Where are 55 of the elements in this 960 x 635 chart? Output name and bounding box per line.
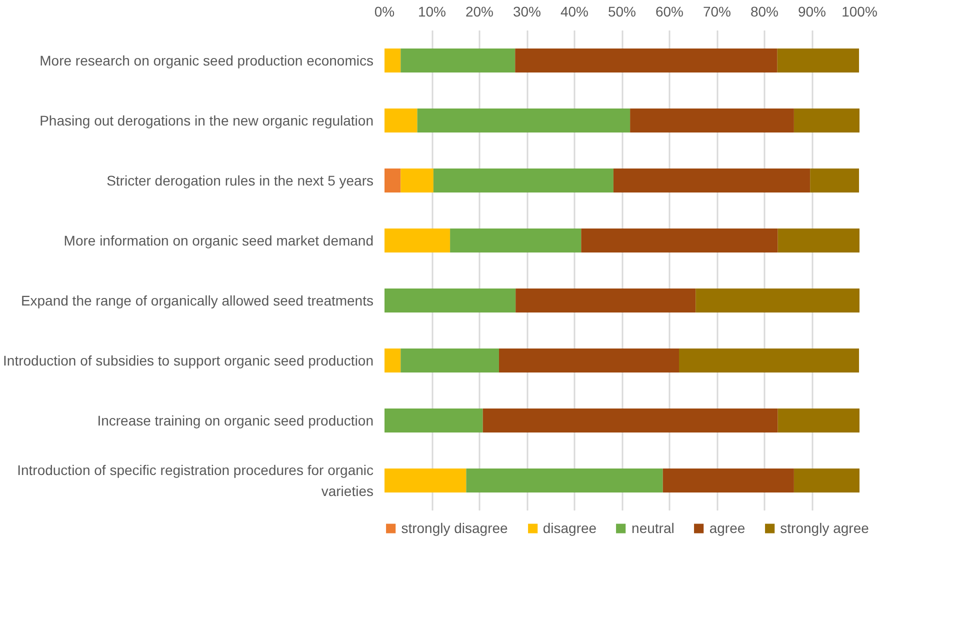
bar xyxy=(466,468,663,492)
legend-label: strongly disagree xyxy=(401,520,508,536)
bar xyxy=(400,48,516,72)
bar xyxy=(450,228,582,252)
y-tick-label: Increase training on organic seed production xyxy=(97,412,374,428)
y-tick-label: Stricter derogation rules in the next 5 years xyxy=(106,172,374,188)
x-tick-label: 70% xyxy=(702,4,732,20)
bar xyxy=(777,48,860,72)
bar xyxy=(384,228,450,252)
legend-label: disagree xyxy=(542,520,597,536)
x-tick-label: 30% xyxy=(512,4,542,20)
bar xyxy=(515,48,778,72)
y-tick-label: More information on organic seed market demand xyxy=(64,232,374,248)
bar xyxy=(400,168,434,192)
bar xyxy=(384,168,401,192)
x-tick-label: 20% xyxy=(465,4,494,20)
x-tick-label: 60% xyxy=(655,4,684,20)
bar xyxy=(482,408,778,432)
bar xyxy=(778,408,860,432)
bar xyxy=(794,468,860,492)
bar xyxy=(384,348,401,372)
bar xyxy=(417,108,630,132)
legend-label: agree xyxy=(709,520,746,536)
bar xyxy=(384,108,418,132)
x-tick-label: 0% xyxy=(374,4,395,20)
bar xyxy=(696,288,860,312)
y-tick-label: Expand the range of organically allowed seed treatments xyxy=(20,292,374,308)
bar xyxy=(581,228,778,252)
bar xyxy=(794,108,860,132)
bar xyxy=(679,348,860,372)
bar xyxy=(662,468,794,492)
bar xyxy=(384,48,401,72)
x-tick-label: 90% xyxy=(798,4,826,20)
x-tick-label: 100% xyxy=(842,4,878,20)
bar xyxy=(400,348,499,372)
legend-label: strongly agree xyxy=(780,520,869,536)
bar xyxy=(630,108,794,132)
legend-label: neutral xyxy=(632,520,674,536)
y-tick-label: More research on organic seed production economics xyxy=(40,52,374,68)
bar xyxy=(778,228,860,252)
bar xyxy=(516,288,696,312)
x-tick-label: 10% xyxy=(418,4,446,20)
y-tick-label: Introduction of specific registration procedures for organic varieties xyxy=(17,462,374,499)
bar xyxy=(810,168,860,192)
x-tick-label: 80% xyxy=(750,4,779,20)
bar xyxy=(613,168,810,192)
bar xyxy=(384,288,516,312)
y-tick-label: Phasing out derogations in the new organic regulation xyxy=(40,112,374,128)
bar xyxy=(433,168,614,192)
bar xyxy=(498,348,679,372)
bar xyxy=(384,408,483,432)
y-tick-label: Introduction of subsidies to support organic seed production xyxy=(3,352,374,368)
x-tick-label: 40% xyxy=(560,4,589,20)
x-tick-label: 50% xyxy=(608,4,636,20)
bar xyxy=(384,468,466,492)
